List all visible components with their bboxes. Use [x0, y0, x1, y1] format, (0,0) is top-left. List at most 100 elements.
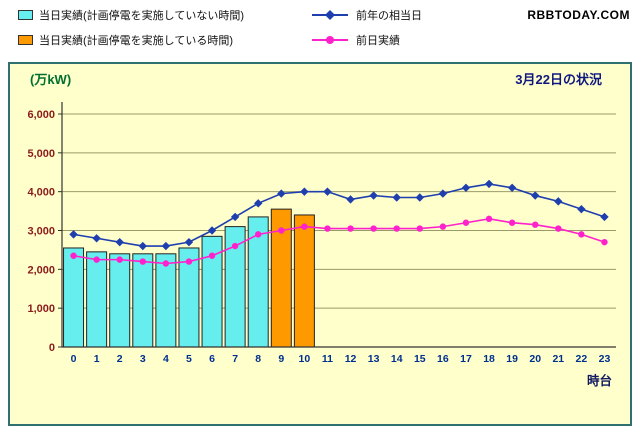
x-tick-label: 9	[278, 353, 284, 365]
y-tick-label: 2,000	[27, 264, 55, 276]
x-tick-label: 21	[552, 353, 564, 365]
x-tick-label: 16	[437, 353, 449, 365]
circle-marker	[462, 219, 470, 226]
x-tick-label: 1	[94, 353, 100, 365]
circle-marker	[555, 225, 562, 232]
x-tick-label: 13	[368, 353, 380, 365]
diamond-marker	[184, 237, 194, 247]
x-tick-label: 12	[345, 353, 357, 365]
diamond-marker	[600, 212, 609, 222]
y-tick-label: 3,000	[27, 226, 55, 238]
bar	[155, 253, 177, 348]
x-tick-label: 7	[232, 353, 238, 365]
y-tick-label: 5,000	[27, 148, 55, 160]
series-line	[73, 183, 605, 247]
chart-frame: (万kW) 3月22日の状況 0 1,000 2,000 3,000 4,000 5,00…	[8, 62, 632, 426]
circle-marker	[278, 227, 285, 234]
diamond-marker	[461, 183, 471, 192]
cyan-bar-swatch-icon	[18, 10, 33, 20]
circle-marker	[508, 219, 516, 226]
legend-item-today-normal: 当日実績(計画停電を実施していない時間)	[18, 7, 310, 23]
x-axis-title: 時台	[587, 373, 612, 388]
circle-marker	[439, 223, 447, 230]
legend-item-last-year: 前年の相当日	[310, 7, 422, 23]
x-tick-label: 2	[117, 353, 123, 365]
legend-item-today-outage: 当日実績(計画停電を実施している時間)	[18, 32, 310, 48]
x-tick-label: 11	[322, 353, 333, 365]
x-tick-label: 10	[299, 353, 311, 365]
chart-header: (万kW) 3月22日の状況	[10, 64, 630, 88]
chart-date-label: 3月22日の状況	[515, 72, 602, 87]
diamond-marker	[277, 189, 286, 198]
bar	[86, 251, 108, 348]
bar	[293, 214, 315, 348]
x-tick-label: 4	[163, 353, 169, 365]
x-tick-label: 14	[391, 353, 403, 365]
x-tick-label: 6	[209, 353, 215, 365]
circle-marker	[301, 223, 308, 230]
circle-marker	[601, 238, 608, 246]
diamond-marker	[577, 204, 586, 214]
circle-marker	[370, 225, 377, 232]
diamond-marker	[300, 187, 309, 196]
circle-marker	[578, 231, 585, 238]
circle-marker	[139, 258, 146, 265]
diamond-marker	[369, 191, 378, 200]
diamond-marker	[115, 237, 124, 247]
circle-marker	[347, 225, 354, 232]
circle-marker	[162, 260, 170, 267]
bar	[109, 253, 131, 348]
circle-marker	[393, 225, 400, 232]
y-tick-label: 4,000	[27, 187, 55, 199]
bar	[63, 247, 85, 348]
y-axis-unit-label: (万kW)	[30, 72, 72, 87]
diamond-marker	[207, 226, 217, 235]
legend-label-last-year: 前年の相当日	[356, 10, 422, 22]
magenta-line-circle-icon	[312, 36, 348, 44]
x-tick-label: 15	[414, 353, 426, 365]
diamond-marker	[92, 234, 101, 243]
y-tick-label: 6,000	[27, 109, 55, 121]
x-tick-label: 20	[529, 353, 541, 365]
circle-marker	[93, 256, 100, 263]
circle-marker	[70, 252, 77, 259]
diamond-marker	[531, 191, 540, 200]
orange-bar-swatch-icon	[18, 35, 33, 45]
y-tick-label: 1,000	[27, 303, 55, 315]
circle-marker	[231, 242, 239, 250]
y-tick-label: 0	[49, 342, 55, 354]
diamond-marker	[323, 187, 332, 196]
legend-label-today-outage: 当日実績(計画停電を実施している時間)	[39, 35, 233, 47]
x-tick-label: 8	[255, 353, 261, 365]
x-tick-label: 19	[506, 353, 518, 365]
legend-label-today-normal: 当日実績(計画停電を実施していない時間)	[39, 10, 244, 22]
legend: 当日実績(計画停電を実施していない時間) 前年の相当日 当日実績(計画停電を実施…	[18, 7, 422, 48]
diamond-marker	[415, 193, 424, 202]
bar	[132, 253, 154, 348]
diamond-marker	[230, 212, 240, 222]
legend-item-prev-day: 前日実績	[310, 32, 422, 48]
series-line	[73, 218, 605, 265]
circle-marker	[532, 221, 539, 228]
circle-marker	[208, 252, 216, 259]
legend-label-prev-day: 前日実績	[356, 35, 400, 47]
circle-marker	[185, 258, 193, 265]
circle-marker	[116, 256, 123, 263]
x-tick-label: 17	[460, 353, 472, 365]
watermark: RBBTODAY.COM	[527, 8, 630, 22]
x-tick-label: 22	[576, 353, 588, 365]
circle-marker	[485, 215, 493, 223]
diamond-marker	[346, 195, 355, 204]
circle-marker	[416, 225, 423, 232]
diamond-marker	[438, 189, 448, 198]
diamond-marker	[254, 199, 263, 208]
diamond-marker	[507, 183, 517, 192]
circle-marker	[324, 225, 331, 232]
diamond-marker	[392, 193, 401, 202]
blue-line-diamond-icon	[312, 10, 348, 20]
diamond-marker	[161, 241, 171, 251]
x-tick-label: 0	[71, 353, 77, 365]
diamond-marker	[484, 179, 494, 189]
